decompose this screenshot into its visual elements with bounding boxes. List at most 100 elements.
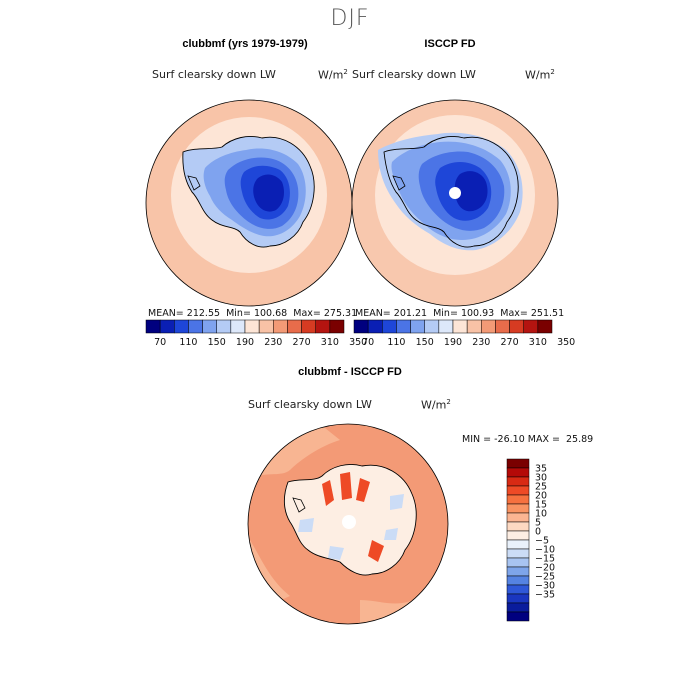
left-colorbar-swatch xyxy=(301,319,316,334)
difference-colorbar-swatch xyxy=(506,530,530,541)
difference-colorbar-tick-label: −35 xyxy=(535,590,555,601)
left-min-label: Min= xyxy=(226,308,251,319)
right-mean-value: 201.21 xyxy=(393,308,428,319)
difference-colorbar-tick-label: 15 xyxy=(535,500,547,511)
right-colorbar-swatch xyxy=(438,319,454,334)
left-colorbar-tick-label: 70 xyxy=(154,337,166,348)
right-colorbar: 70 110 150 190 230 270 310 350 xyxy=(353,319,575,348)
difference-colorbar-swatch xyxy=(506,485,530,496)
left-colorbar-tick-label: 310 xyxy=(321,337,339,348)
right-mean-label: MEAN= xyxy=(355,308,391,319)
right-colorbar-swatch xyxy=(353,319,369,334)
left-units-label: W/m2 xyxy=(318,68,348,82)
right-max-label: Max= xyxy=(500,308,528,319)
left-max-label: Max= xyxy=(293,308,321,319)
difference-colorbar-swatch xyxy=(506,494,530,505)
left-colorbar-swatch xyxy=(258,319,274,334)
left-colorbar-tick-label: 190 xyxy=(236,337,254,348)
right-colorbar-swatch xyxy=(481,319,496,334)
left-stats: MEAN= 212.55 Min= 100.68 Max= 275.31 xyxy=(148,308,357,319)
left-max-value: 275.31 xyxy=(323,308,358,319)
left-colorbar-tick-label: 110 xyxy=(179,337,197,348)
difference-colorbar-tick-label: 5 xyxy=(535,518,541,529)
left-colorbar-swatch xyxy=(273,319,288,334)
right-panel-title: ISCCP FD xyxy=(424,38,476,50)
right-colorbar-tick-label: 150 xyxy=(416,337,434,348)
difference-colorbar-tick-label: −20 xyxy=(535,563,555,574)
difference-variable-label: Surf clearsky down LW xyxy=(248,398,372,411)
right-min-label: Min= xyxy=(433,308,458,319)
right-polar-map xyxy=(351,99,559,307)
difference-polar-map xyxy=(247,423,449,625)
difference-colorbar-tick-label: 10 xyxy=(535,509,547,520)
right-colorbar-swatch xyxy=(495,319,510,334)
left-colorbar-swatch xyxy=(230,319,246,334)
right-colorbar-swatch xyxy=(537,319,553,334)
right-colorbar-tick-label: 270 xyxy=(501,337,519,348)
right-colorbar-tick-label: 70 xyxy=(362,337,374,348)
difference-min-value: -26.10 xyxy=(494,434,525,445)
difference-colorbar-swatch xyxy=(506,539,530,550)
left-colorbar-swatch xyxy=(329,319,345,334)
left-mean-value: 212.55 xyxy=(186,308,221,319)
difference-colorbar-tick-label: −15 xyxy=(535,554,555,565)
difference-stats: MIN = -26.10 MAX = 25.89 xyxy=(462,434,593,445)
difference-colorbar-tick-label: −30 xyxy=(535,581,555,592)
left-colorbar-swatch xyxy=(174,319,189,334)
difference-colorbar-swatch xyxy=(506,557,530,568)
right-colorbar-tick-label: 350 xyxy=(557,337,575,348)
difference-panel-title: clubbmf - ISCCP FD xyxy=(298,366,402,378)
difference-colorbar-swatch xyxy=(506,602,530,613)
right-colorbar-tick-label: 310 xyxy=(529,337,547,348)
right-stats: MEAN= 201.21 Min= 100.93 Max= 251.51 xyxy=(355,308,564,319)
right-colorbar-tick-label: 230 xyxy=(472,337,490,348)
difference-colorbar-tick-label: 35 xyxy=(535,464,547,475)
left-colorbar-swatch xyxy=(216,319,232,334)
left-colorbar-tick-label: 270 xyxy=(293,337,311,348)
difference-min-label: MIN = xyxy=(462,434,492,445)
difference-colorbar-tick-label: −10 xyxy=(535,545,555,556)
right-units-label: W/m2 xyxy=(525,68,555,82)
difference-colorbar-swatch xyxy=(506,575,530,586)
left-colorbar-swatch xyxy=(188,319,203,334)
right-variable-label: Surf clearsky down LW xyxy=(352,68,476,81)
right-colorbar-swatch xyxy=(509,319,524,334)
left-colorbar-swatch xyxy=(315,319,331,334)
figure-title: DJF xyxy=(330,6,370,31)
right-colorbar-swatch xyxy=(424,319,440,334)
left-colorbar-tick-label: 230 xyxy=(264,337,282,348)
left-colorbar-swatch xyxy=(244,319,260,334)
left-colorbar-swatch xyxy=(145,319,161,334)
difference-colorbar-tick-label: 30 xyxy=(535,473,547,484)
difference-colorbar-swatch xyxy=(506,521,530,532)
right-colorbar-swatch xyxy=(382,319,397,334)
left-colorbar-swatch xyxy=(202,319,217,334)
right-min-value: 100.93 xyxy=(460,308,495,319)
left-mean-label: MEAN= xyxy=(148,308,184,319)
left-colorbar-tick-label: 350 xyxy=(349,337,367,348)
left-colorbar-swatch xyxy=(287,319,302,334)
right-max-value: 251.51 xyxy=(530,308,565,319)
difference-colorbar-swatch xyxy=(506,458,530,469)
difference-colorbar-swatch xyxy=(506,566,530,577)
difference-max-value: 25.89 xyxy=(566,434,594,445)
difference-colorbar-tick-label: −25 xyxy=(535,572,555,583)
right-colorbar-swatch xyxy=(466,319,482,334)
difference-colorbar-swatch xyxy=(506,611,530,622)
left-colorbar: 70 110 150 190 230 270 310 350 xyxy=(145,319,367,348)
difference-colorbar-swatch xyxy=(506,467,530,478)
right-colorbar-tick-label: 190 xyxy=(444,337,462,348)
difference-units-label: W/m2 xyxy=(421,398,451,412)
difference-colorbar-tick-label: 25 xyxy=(535,482,547,493)
right-colorbar-tick-label: 110 xyxy=(387,337,405,348)
difference-colorbar-tick-label: −5 xyxy=(535,536,549,547)
left-colorbar-swatch xyxy=(159,319,175,334)
difference-colorbar-tick-label: 0 xyxy=(535,527,541,538)
right-colorbar-swatch xyxy=(452,319,468,334)
difference-colorbar-swatch xyxy=(506,476,530,487)
difference-colorbar-swatch xyxy=(506,512,530,523)
difference-colorbar-swatch xyxy=(506,548,530,559)
left-colorbar-tick-label: 150 xyxy=(208,337,226,348)
difference-colorbar-swatch xyxy=(506,593,530,604)
